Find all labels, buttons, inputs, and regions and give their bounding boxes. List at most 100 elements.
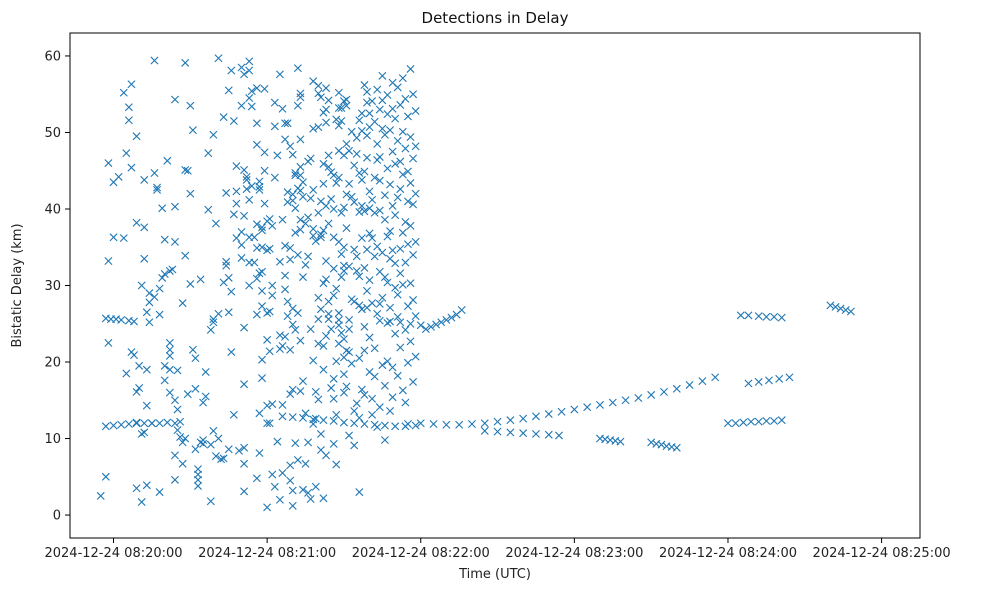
y-tick-label: 60 (44, 49, 61, 64)
data-point (101, 472, 110, 481)
data-point (132, 132, 141, 141)
data-point (209, 318, 218, 327)
data-point (339, 418, 348, 427)
data-point (155, 488, 164, 497)
data-point (137, 281, 146, 290)
data-point (122, 149, 131, 158)
data-point (211, 452, 220, 461)
data-point (386, 406, 395, 415)
data-point (275, 331, 284, 340)
series-group-1 (101, 314, 138, 326)
data-point (260, 166, 269, 175)
data-point (250, 233, 259, 242)
data-point (309, 124, 318, 133)
data-point (531, 412, 540, 421)
data-point (332, 178, 341, 187)
data-point (398, 228, 407, 237)
data-point (345, 325, 354, 334)
data-point (388, 201, 397, 210)
data-point (283, 188, 292, 197)
data-point (288, 320, 297, 329)
data-point (155, 419, 164, 428)
data-point (316, 429, 325, 438)
data-point (316, 230, 325, 239)
data-point (319, 365, 328, 374)
data-point (383, 278, 392, 287)
data-point (345, 315, 354, 324)
x-tick-label: 2024-12-24 08:23:00 (505, 546, 643, 561)
data-point (762, 416, 771, 425)
data-point (375, 206, 384, 215)
data-point (657, 440, 666, 449)
data-point (322, 105, 331, 114)
data-point (342, 382, 351, 391)
data-point (401, 144, 410, 153)
data-point (304, 488, 313, 497)
data-point (127, 163, 136, 172)
data-point (355, 488, 364, 497)
data-point (391, 259, 400, 268)
data-point (672, 443, 681, 452)
data-point (245, 94, 254, 103)
data-point (362, 153, 371, 162)
data-point (201, 367, 210, 376)
data-point (329, 394, 338, 403)
data-point (314, 293, 323, 302)
data-point (442, 315, 451, 324)
data-point (319, 226, 328, 235)
series-group-8 (647, 438, 681, 452)
data-point (124, 420, 133, 428)
data-point (255, 185, 264, 194)
data-point (306, 194, 315, 203)
data-point (258, 374, 267, 383)
data-point (334, 121, 343, 130)
data-point (388, 246, 397, 255)
data-point (199, 436, 208, 445)
data-point (319, 494, 328, 503)
data-point (265, 307, 274, 316)
data-point (140, 419, 149, 428)
data-point (298, 413, 307, 422)
data-point (224, 308, 233, 317)
data-point (447, 313, 456, 322)
data-point (480, 419, 489, 428)
data-point (409, 377, 418, 386)
data-point (296, 93, 305, 102)
data-point (457, 305, 466, 314)
data-point (142, 365, 151, 374)
data-point (298, 273, 307, 282)
data-point (357, 201, 366, 210)
data-point (278, 400, 287, 409)
data-point (362, 245, 371, 254)
data-point (723, 419, 732, 428)
data-point (160, 270, 169, 279)
data-point (258, 267, 267, 276)
data-point (391, 114, 400, 123)
data-point (557, 407, 566, 416)
data-point (342, 139, 351, 148)
data-point (160, 361, 169, 370)
data-point (252, 119, 261, 128)
series-group-2 (278, 412, 420, 431)
data-point (252, 274, 261, 283)
data-point (345, 431, 354, 440)
data-point (337, 250, 346, 259)
data-point (370, 252, 379, 261)
data-point (391, 159, 400, 168)
data-point (176, 417, 185, 426)
data-point (396, 318, 405, 327)
data-point (324, 309, 333, 318)
data-point (165, 351, 174, 360)
data-point (288, 196, 297, 205)
data-point (309, 185, 318, 194)
data-point (846, 307, 855, 316)
data-point (104, 159, 113, 168)
data-point (183, 166, 192, 175)
data-point (401, 218, 410, 226)
data-point (396, 343, 405, 352)
data-point (368, 299, 377, 308)
data-point (393, 136, 402, 145)
data-point (314, 89, 323, 98)
y-tick-label: 20 (44, 356, 61, 371)
data-point (293, 64, 302, 73)
